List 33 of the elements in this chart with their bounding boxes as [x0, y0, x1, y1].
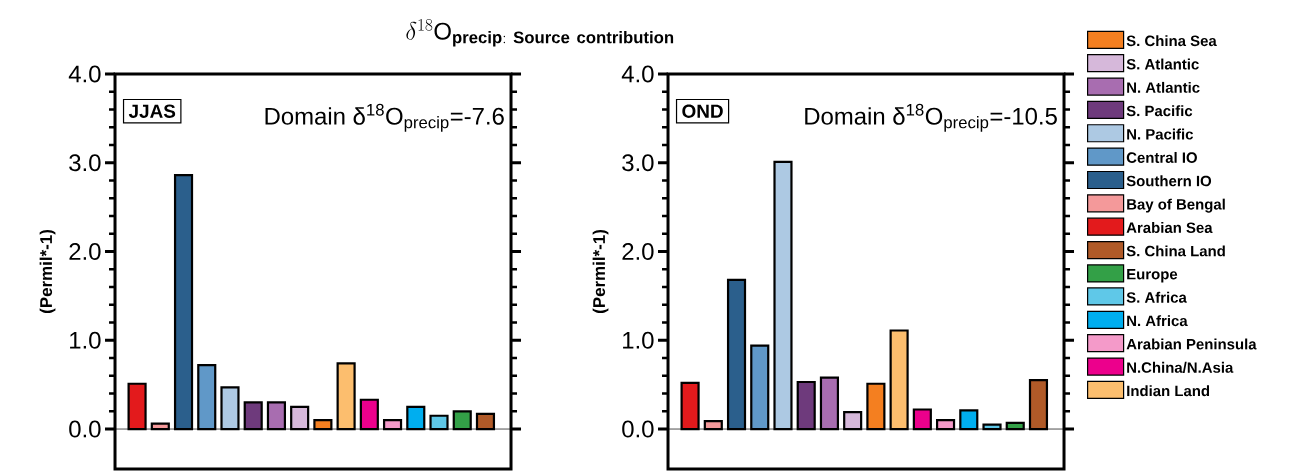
legend-label: N. Africa — [1127, 315, 1188, 327]
y-tick-label: 1.0 — [70, 331, 101, 349]
annotation: Domain δ$^{18}$O$_{precip}$=-10.5 — [805, 103, 1057, 132]
y-tick-label: 3.0 — [622, 154, 654, 172]
y-tick-label: 4.0 — [621, 65, 654, 83]
annotation: OND — [682, 104, 723, 118]
annotation: Domain δ$^{18}$O$_{precip}$=-7.6 — [265, 103, 504, 132]
text: $\delta^{18}\mathrm{O}_{\mathbf{precip:\ Source\ contribution}}$ — [406, 19, 674, 47]
legend-label: S. Atlantic — [1126, 58, 1199, 70]
legend-label: Europe — [1127, 269, 1178, 283]
legend-label: Arabian Peninsula — [1126, 338, 1257, 350]
y-tick-label: 1.0 — [623, 331, 654, 349]
y-tick-label: 0.0 — [69, 420, 101, 438]
legend-label: Southern IO — [1126, 175, 1212, 187]
y-tick-label: 2.0 — [69, 243, 101, 260]
annotation: JJAS — [128, 104, 176, 118]
y-tick-label: 3.0 — [69, 154, 101, 172]
y-axis-title: (Permil*-1) — [39, 229, 56, 313]
legend-label: S. Pacific — [1126, 105, 1193, 117]
legend-label: S. Africa — [1126, 291, 1187, 303]
legend-label: Arabian Sea — [1126, 222, 1213, 233]
legend-label: N.China/N.Asia — [1127, 361, 1234, 373]
legend-label: N. Pacific — [1127, 128, 1194, 140]
y-tick-label: 4.0 — [68, 65, 101, 83]
y-axis-title: (Permil*-1) — [592, 229, 609, 313]
legend-label: N. Atlantic — [1127, 81, 1200, 93]
y-tick-label: 2.0 — [622, 243, 654, 260]
legend-label: Central IO — [1126, 151, 1197, 163]
legend-label: S. China Sea — [1126, 35, 1217, 47]
y-tick-label: 0.0 — [622, 420, 654, 438]
legend-label: Indian Land — [1127, 385, 1210, 397]
legend-label: S. China Land — [1126, 245, 1225, 257]
legend-label: Bay of Bengal — [1127, 198, 1225, 213]
